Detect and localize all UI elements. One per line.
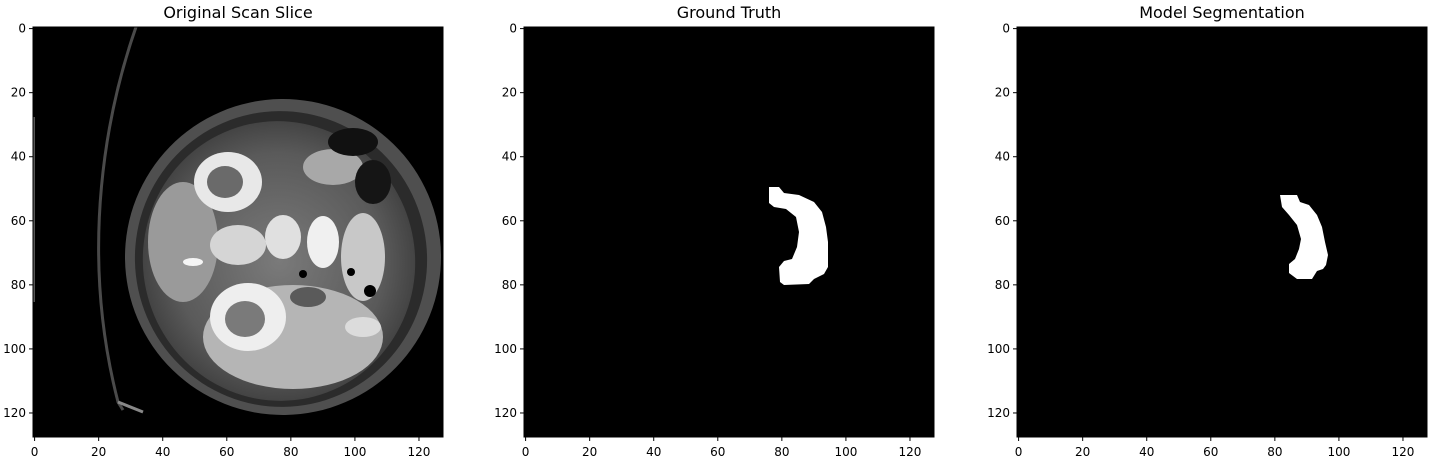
y-tick-label: 20: [11, 86, 26, 100]
x-tick-label: 40: [155, 445, 170, 459]
y-tick-label: 20: [502, 86, 517, 100]
x-tick-label: 20: [1075, 445, 1090, 459]
y-tick-label: 0: [18, 22, 26, 36]
x-tick-label: 0: [31, 445, 39, 459]
x-tick-label: 40: [1139, 445, 1154, 459]
panel-ground-truth: Ground Truth 0 20 40 60 80 100 120 0 20 40 60 80 100…: [491, 0, 967, 467]
y-tick-label: 80: [502, 278, 517, 292]
x-tick-label: 120: [899, 445, 922, 459]
y-tick-label: 100: [987, 342, 1010, 356]
x-tick-label: 60: [710, 445, 725, 459]
y-tick-label: 60: [11, 214, 26, 228]
y-tick-label: 120: [3, 406, 26, 420]
y-tick-label: 100: [494, 342, 517, 356]
axes-ground-truth: 0 20 40 60 80 100 120 0 20 40 60 80 100 120: [494, 22, 935, 459]
y-tick-label: 0: [1002, 22, 1010, 36]
x-tick-label: 60: [219, 445, 234, 459]
x-tick-label: 80: [1267, 445, 1282, 459]
panel-original-scan: Original Scan Slice: [0, 0, 476, 467]
y-tick-label: 40: [502, 150, 517, 164]
y-tick-label: 20: [995, 86, 1010, 100]
x-tick-label: 100: [343, 445, 366, 459]
axes-original: 0 20 40 60 80 100 120 0 20 40 60 80 100 120: [3, 22, 444, 459]
x-tick-label: 120: [408, 445, 431, 459]
x-tick-label: 20: [91, 445, 106, 459]
y-tick-label: 40: [995, 150, 1010, 164]
image-original-scan: [33, 26, 443, 437]
image-ground-truth-mask: [524, 27, 934, 437]
y-tick-label: 60: [995, 214, 1010, 228]
y-tick-label: 120: [494, 406, 517, 420]
x-tick-label: 80: [283, 445, 298, 459]
image-model-segmentation-mask: [1017, 27, 1427, 437]
x-tick-label: 0: [1015, 445, 1023, 459]
x-tick-label: 100: [1327, 445, 1350, 459]
x-tick-label: 20: [582, 445, 597, 459]
panel-title: Ground Truth: [676, 3, 782, 22]
x-tick-label: 100: [834, 445, 857, 459]
x-tick-label: 80: [774, 445, 789, 459]
y-tick-label: 60: [502, 214, 517, 228]
axes-model-segmentation: 0 20 40 60 80 100 120 0 20 40 60 80 100 120: [987, 22, 1428, 459]
y-tick-label: 0: [509, 22, 517, 36]
x-tick-label: 0: [522, 445, 530, 459]
y-tick-label: 40: [11, 150, 26, 164]
panel-model-segmentation: Model Segmentation 0 20 40 60 80 100 120 0 20 40 6…: [984, 0, 1429, 467]
x-tick-label: 40: [646, 445, 661, 459]
panel-title: Model Segmentation: [1139, 3, 1305, 22]
x-tick-label: 120: [1392, 445, 1415, 459]
x-tick-label: 60: [1203, 445, 1218, 459]
y-tick-label: 120: [987, 406, 1010, 420]
y-tick-label: 80: [11, 278, 26, 292]
y-tick-label: 80: [995, 278, 1010, 292]
y-tick-label: 100: [3, 342, 26, 356]
panel-title: Original Scan Slice: [163, 3, 313, 22]
